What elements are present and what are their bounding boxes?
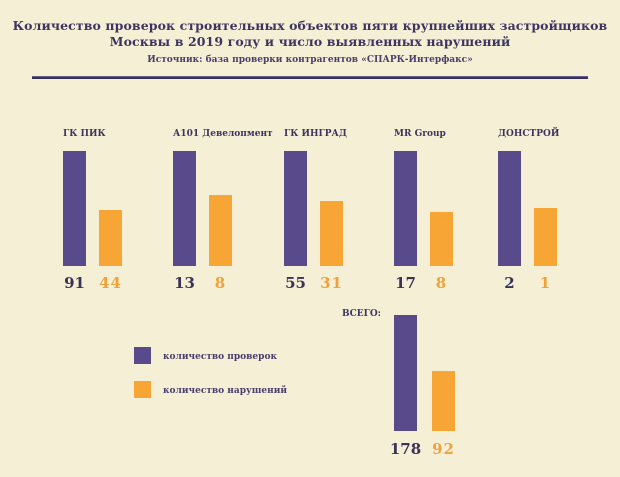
value-label-checks: 2 [504, 274, 514, 292]
chart-title: Количество проверок строительных объекто… [0, 18, 620, 50]
value-label-checks: 13 [174, 274, 195, 292]
value-label-checks: 55 [285, 274, 306, 292]
value-label-violations: 8 [436, 274, 447, 292]
legend-swatch-violations [134, 381, 151, 398]
company-label: MR Group [394, 129, 446, 139]
bar-violations [99, 210, 122, 266]
bar-total-violations [432, 371, 455, 431]
value-label-violations: 8 [215, 274, 226, 292]
chart-title-line-1: Количество проверок строительных объекто… [12, 18, 608, 33]
chart-title-line-2: Москвы в 2019 году и число выявленных на… [109, 34, 511, 49]
value-label-total-checks: 178 [390, 440, 421, 458]
total-label: ВСЕГО: [342, 309, 381, 319]
company-label: ДОНСТРОЙ [498, 126, 560, 139]
bar-total-checks [394, 315, 417, 431]
value-label-violations: 1 [540, 274, 551, 292]
bar-violations [209, 195, 232, 266]
bar-checks [63, 151, 86, 266]
value-label-checks: 17 [395, 274, 416, 292]
bar-checks [284, 151, 307, 266]
value-label-violations: 31 [320, 274, 343, 292]
bar-violations [430, 212, 453, 266]
bar-checks [173, 151, 196, 266]
company-label: А101 Девелопмент [173, 129, 273, 139]
bar-violations [534, 208, 557, 266]
company-label: ГК ИНГРАД [284, 129, 347, 139]
company-label: ГК ПИК [63, 129, 107, 139]
value-label-violations: 44 [99, 274, 122, 292]
bar-checks [498, 151, 521, 266]
header-divider [32, 76, 588, 79]
legend-label-checks: количество проверок [163, 352, 277, 362]
value-label-total-violations: 92 [432, 440, 455, 458]
value-label-checks: 91 [64, 274, 85, 292]
bar-checks [394, 151, 417, 266]
chart-source: Источник: база проверки контрагентов «СП… [147, 55, 473, 65]
bar-violations [320, 201, 343, 266]
legend-label-violations: количество нарушений [163, 385, 287, 396]
legend-swatch-checks [134, 347, 151, 364]
